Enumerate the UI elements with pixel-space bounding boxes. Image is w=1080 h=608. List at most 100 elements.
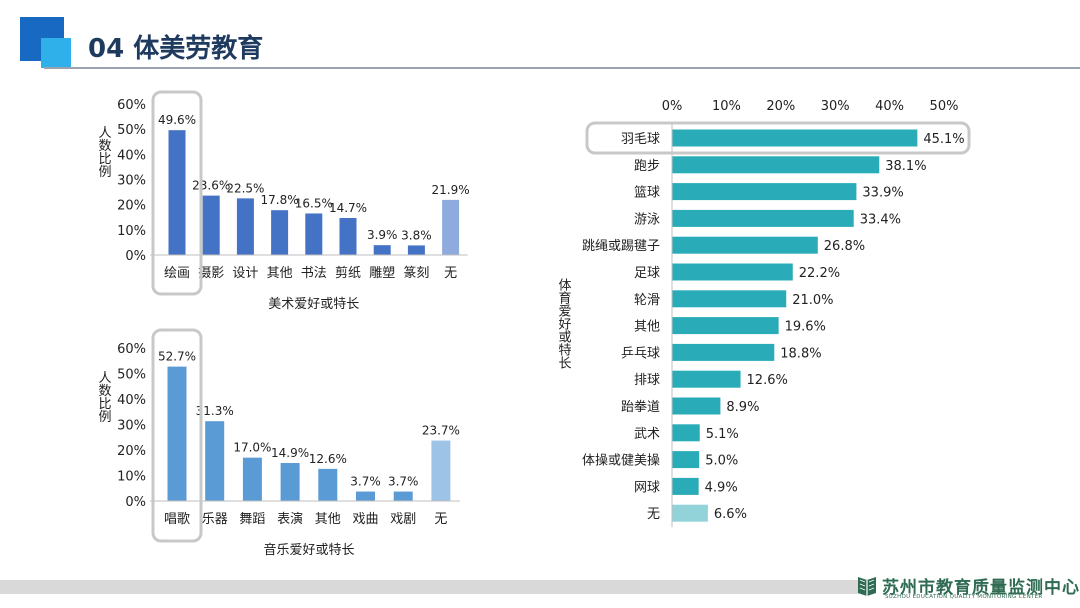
x-tick-label: 剪纸 [335, 265, 361, 281]
bar-绘画 [168, 130, 186, 255]
y-tick-label: 跳绳或踢毽子 [582, 238, 660, 254]
data-label: 31.3% [196, 404, 234, 418]
data-label: 23.7% [422, 424, 460, 438]
bar-唱歌 [167, 366, 187, 501]
y-tick-label: 无 [647, 507, 660, 522]
bar-跑步 [672, 156, 880, 174]
bar-戏剧 [393, 491, 413, 501]
y-tick-label: 40% [117, 393, 146, 408]
data-label: 17.8% [261, 193, 299, 207]
highlight-box [151, 328, 203, 543]
y-axis-label: 人数比例 [96, 126, 112, 179]
data-label: 12.6% [309, 452, 347, 466]
y-tick-label: 足球 [634, 266, 660, 281]
y-tick-label: 乒乓球 [621, 346, 660, 361]
y-tick-label: 10% [117, 470, 146, 485]
data-label: 49.6% [158, 113, 196, 127]
bar-乒乓球 [672, 343, 775, 361]
bar-其他 [672, 317, 779, 335]
x-tick-label: 50% [930, 99, 959, 114]
bar-无 [672, 504, 708, 522]
x-tick-label: 篆刻 [403, 265, 429, 281]
data-label: 45.1% [923, 132, 964, 147]
bar-网球 [672, 477, 699, 495]
bar-舞蹈 [242, 457, 262, 501]
bar-无 [431, 440, 451, 501]
data-label: 14.7% [329, 201, 367, 215]
data-label: 38.1% [885, 159, 926, 174]
data-label: 18.8% [780, 346, 821, 361]
bar-轮滑 [672, 290, 787, 308]
x-tick-label: 无 [434, 512, 447, 527]
data-label: 3.9% [367, 228, 398, 242]
bar-乐器 [205, 421, 225, 501]
footer-org-name-en: SUZHOU EDUCATION QUALITY MONITORING CENT… [885, 594, 1043, 600]
data-label: 16.5% [295, 196, 333, 210]
bar-跆拳道 [672, 397, 721, 415]
bar-剪纸 [339, 218, 357, 255]
data-label: 33.4% [860, 212, 901, 227]
y-tick-label: 轮滑 [634, 293, 660, 308]
y-tick-label: 20% [117, 444, 146, 459]
bar-摄影 [202, 195, 220, 255]
data-label: 33.9% [862, 186, 903, 201]
y-tick-label: 跑步 [634, 159, 660, 174]
x-axis-label: 美术爱好或特长 [268, 297, 359, 312]
x-tick-label: 舞蹈 [239, 512, 265, 527]
x-tick-label: 20% [766, 99, 795, 114]
y-tick-label: 0% [125, 249, 146, 264]
data-label: 5.0% [705, 454, 738, 469]
data-label: 23.6% [192, 179, 230, 193]
bar-足球 [672, 263, 793, 281]
y-tick-label: 60% [117, 342, 146, 357]
x-tick-label: 其他 [267, 266, 293, 281]
bar-体操或健美操 [672, 451, 700, 469]
x-tick-label: 书法 [301, 266, 327, 281]
data-label: 22.5% [226, 181, 264, 195]
title-divider [44, 67, 1080, 69]
y-tick-label: 体操或健美操 [582, 453, 660, 469]
page-title: 04 体美劳教育 [88, 34, 264, 64]
y-tick-label: 网球 [634, 480, 660, 495]
data-label: 17.0% [233, 441, 271, 455]
x-axis-label: 音乐爱好或特长 [263, 542, 354, 558]
bar-游泳 [672, 209, 854, 227]
y-tick-label: 50% [117, 123, 146, 138]
x-tick-label: 戏剧 [390, 512, 416, 527]
data-label: 8.9% [726, 400, 759, 415]
y-tick-label: 其他 [634, 320, 660, 335]
x-tick-label: 雕塑 [369, 266, 395, 281]
x-tick-label: 摄影 [198, 266, 224, 281]
data-label: 12.6% [747, 373, 788, 388]
bar-其他 [318, 468, 338, 501]
x-tick-label: 表演 [277, 511, 303, 527]
x-tick-label: 30% [821, 99, 850, 114]
data-label: 6.6% [714, 507, 747, 522]
data-label: 21.9% [432, 183, 470, 197]
x-tick-label: 0% [662, 99, 683, 114]
highlight-box [585, 121, 971, 155]
y-tick-label: 50% [117, 368, 146, 383]
data-label: 5.1% [706, 427, 739, 442]
bar-戏曲 [356, 491, 375, 501]
bar-武术 [672, 424, 700, 442]
y-tick-label: 30% [117, 419, 146, 434]
data-label: 21.0% [792, 293, 833, 308]
data-label: 22.2% [799, 266, 840, 281]
data-label: 14.9% [271, 446, 309, 460]
data-label: 3.8% [401, 228, 432, 242]
bar-篆刻 [407, 245, 425, 255]
y-tick-label: 篮球 [634, 186, 660, 201]
data-label: 3.7% [388, 475, 419, 489]
y-tick-label: 30% [117, 174, 146, 189]
bar-设计 [236, 198, 254, 255]
y-tick-label: 跆拳道 [621, 399, 660, 415]
bar-排球 [672, 370, 741, 388]
footer-bar [0, 580, 860, 594]
y-axis-label: 体育爱好或特长 [556, 278, 572, 369]
y-tick-label: 游泳 [634, 212, 660, 227]
y-tick-label: 60% [117, 98, 146, 113]
x-tick-label: 无 [444, 266, 457, 281]
y-tick-label: 10% [117, 224, 146, 239]
data-label: 4.9% [705, 480, 738, 495]
